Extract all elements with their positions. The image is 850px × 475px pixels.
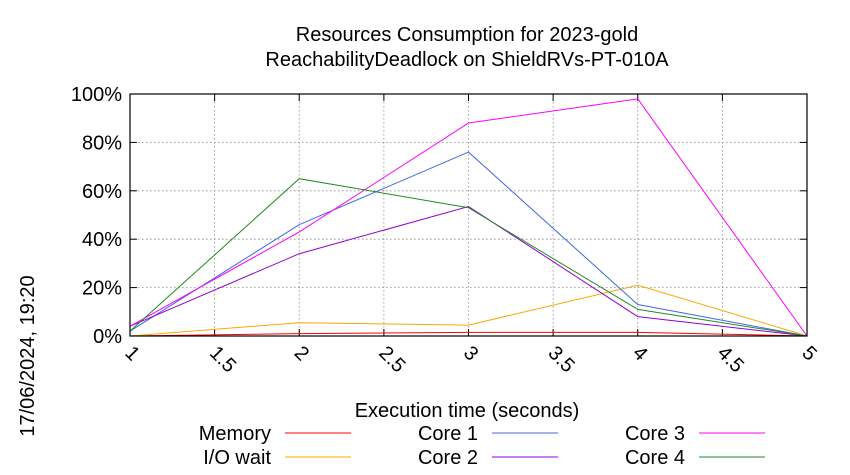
x-axis-label: Execution time (seconds) <box>355 400 580 422</box>
y-axis-ticks: 0% 20% 40% 60% 80% 100% <box>71 84 807 348</box>
legend-label-core-3: Core 3 <box>625 423 685 445</box>
chart-title: Resources Consumption for 2023-gold <box>296 24 638 46</box>
x-tick-label: 4.5 <box>713 342 748 377</box>
x-tick-label: 5 <box>797 342 820 365</box>
y-tick-label: 40% <box>82 229 122 251</box>
timestamp-label: 17/06/2024, 19:20 <box>17 275 39 436</box>
x-tick-label: 3.5 <box>544 342 579 377</box>
x-tick-label: 2 <box>290 342 313 365</box>
x-tick-label: 4 <box>628 342 651 365</box>
series-line-i-o-wait <box>129 284 808 337</box>
legend-label-core-4: Core 4 <box>625 447 685 469</box>
plot-border <box>129 93 808 337</box>
legend-label-i-o-wait: I/O wait <box>203 447 271 469</box>
y-tick-label: 80% <box>82 132 122 154</box>
x-tick-label: 3 <box>459 342 482 365</box>
series-line-core-3 <box>129 98 808 337</box>
grid-lines <box>130 94 807 336</box>
series-line-core-1 <box>129 151 808 337</box>
y-tick-label: 60% <box>82 181 122 203</box>
series-line-memory <box>129 331 808 337</box>
x-tick-label: 1 <box>120 342 143 365</box>
y-tick-label: 0% <box>93 326 122 348</box>
x-tick-label: 1.5 <box>205 342 240 377</box>
y-tick-label: 20% <box>82 278 122 300</box>
series-lines <box>129 98 808 337</box>
chart-subtitle: ReachabilityDeadlock on ShieldRVs-PT-010… <box>265 49 669 71</box>
legend-label-memory: Memory <box>199 423 271 445</box>
series-line-core-2 <box>129 205 808 337</box>
x-tick-label: 2.5 <box>374 342 409 377</box>
series-line-core-4 <box>129 178 808 337</box>
y-tick-label: 100% <box>71 84 122 106</box>
legend-label-core-2: Core 2 <box>418 447 478 469</box>
legend-label-core-1: Core 1 <box>418 423 478 445</box>
